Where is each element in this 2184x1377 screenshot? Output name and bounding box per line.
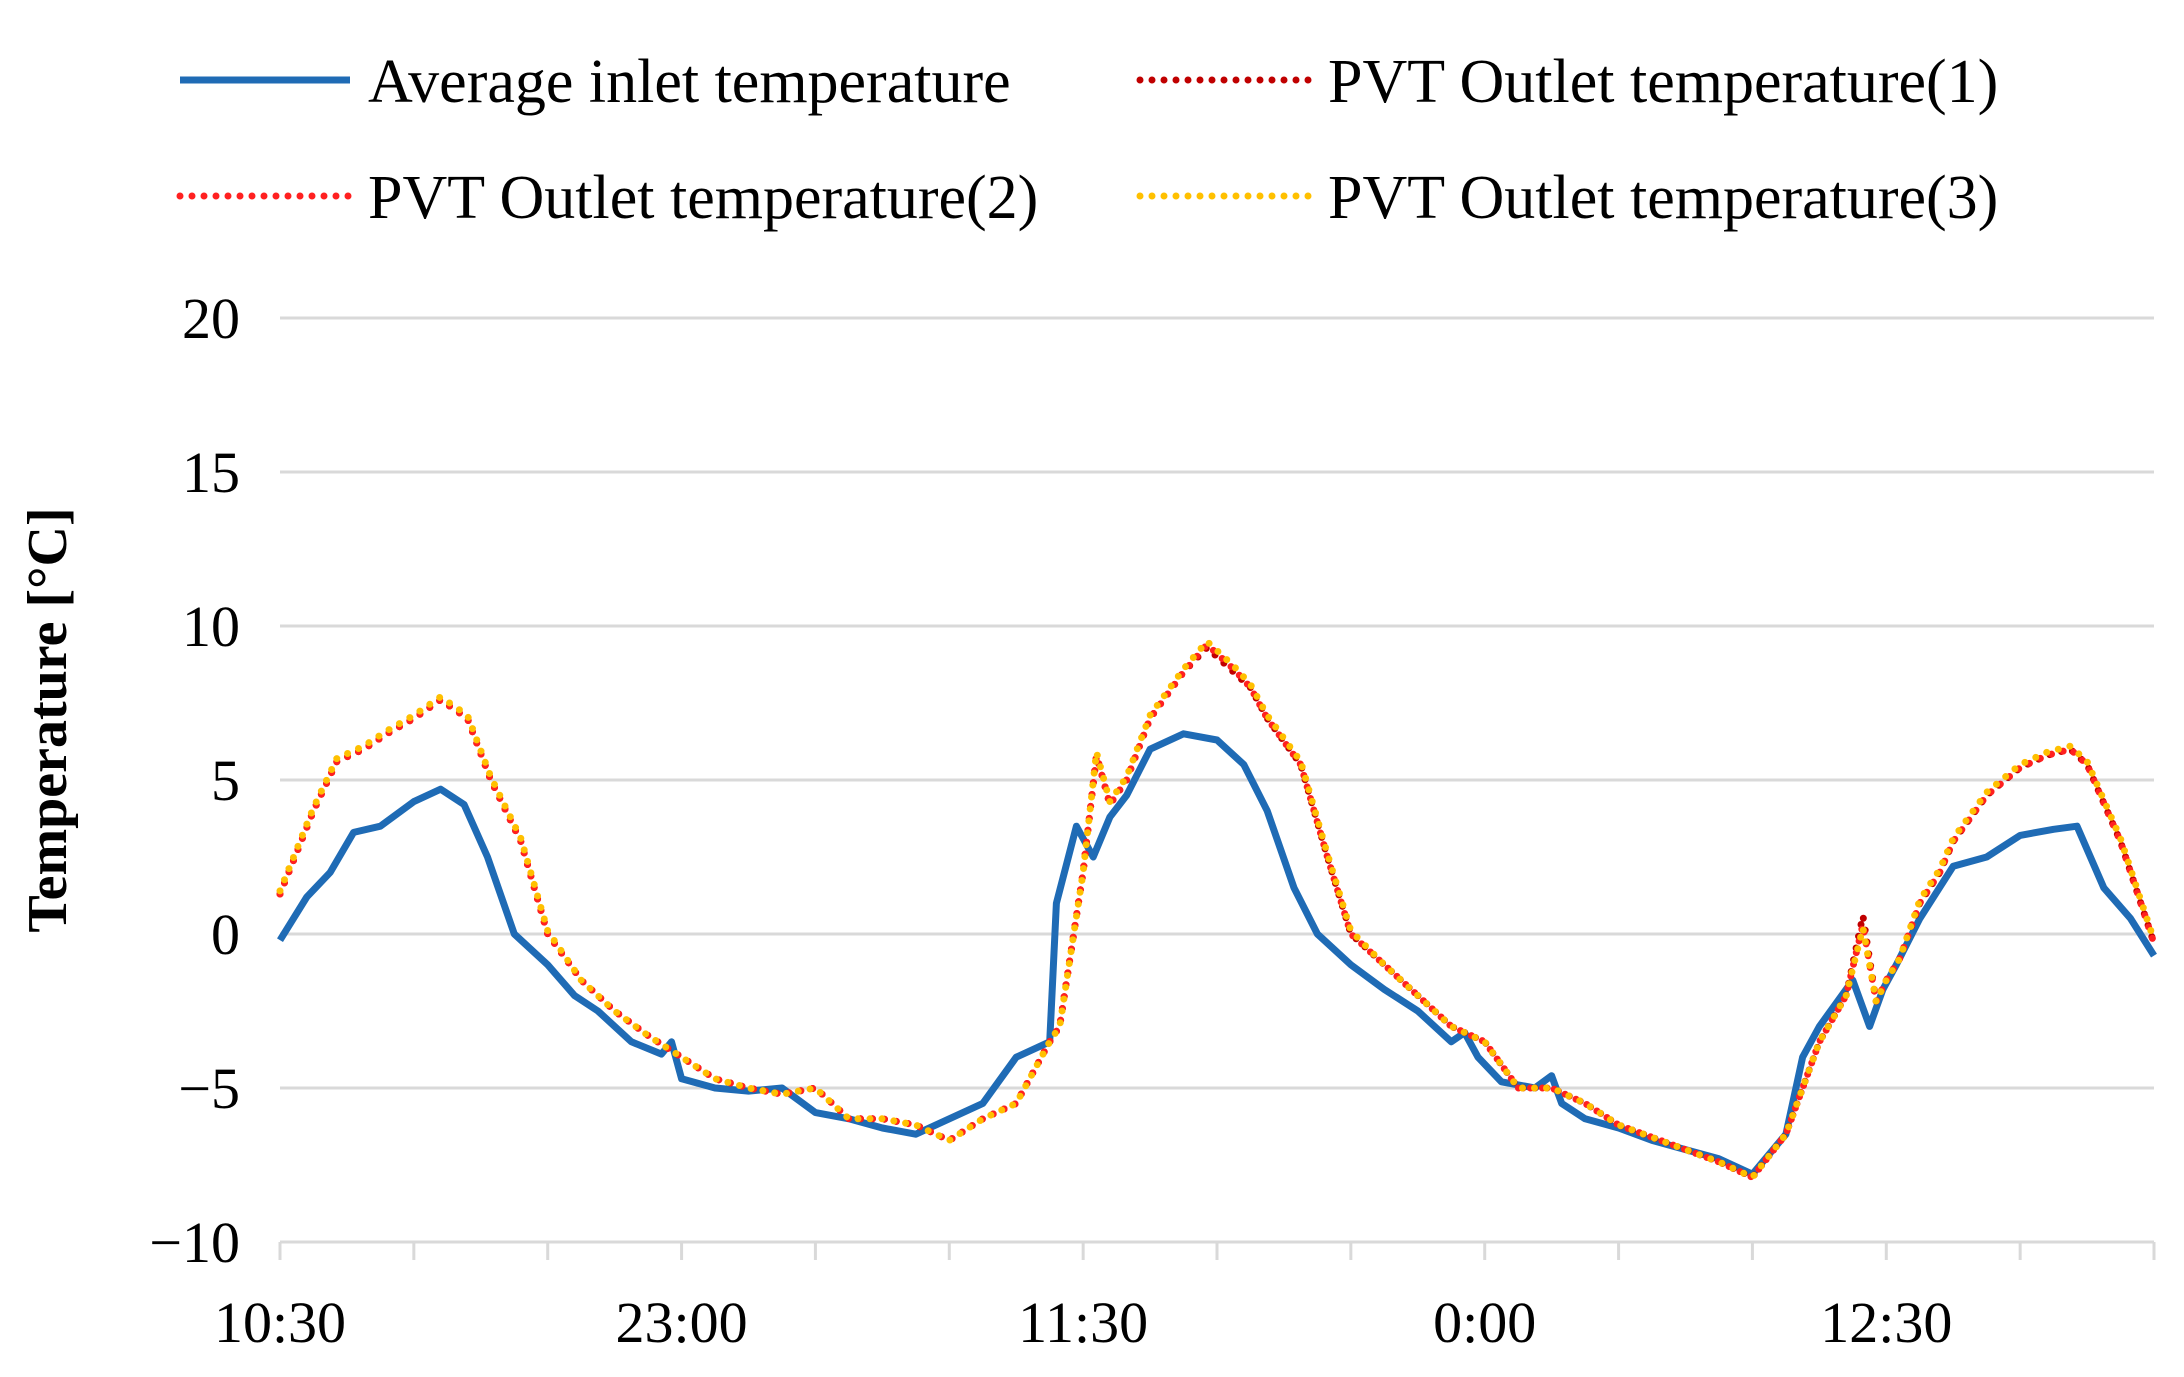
y-tick-label: 20 [182,286,240,351]
y-tick-label: −5 [178,1056,240,1121]
gridlines [280,316,2154,1090]
x-tick-label: 23:00 [616,1290,748,1355]
legend: Average inlet temperature PVT Outlet temp… [176,48,1998,232]
y-axis-ticks: −10 −5 0 5 10 15 20 [149,286,240,1275]
y-tick-label: 10 [182,594,240,659]
x-axis [278,1240,2156,1260]
x-axis-ticks: 10:30 23:00 11:30 0:00 12:30 [214,1290,1952,1355]
x-tick-label: 0:00 [1433,1290,1536,1355]
x-tick-label: 11:30 [1018,1290,1148,1355]
y-axis-title: Temperature [°C] [17,507,79,932]
x-tick-label: 10:30 [214,1290,346,1355]
series-lines [276,637,2158,1181]
y-tick-label: 15 [182,440,240,505]
legend-label-2: PVT Outlet temperature(1) [1328,48,1998,116]
y-tick-label: −10 [149,1210,240,1275]
series-line-1 [277,730,2157,1178]
legend-label-1: Average inlet temperature [368,48,1011,116]
series-line-2 [276,644,2158,1181]
series-line-3 [276,641,2158,1181]
y-tick-label: 0 [211,902,240,967]
legend-label-3: PVT Outlet temperature(2) [368,164,1038,232]
legend-label-4: PVT Outlet temperature(3) [1328,164,1998,232]
series-line-4 [276,637,2158,1181]
x-tick-label: 12:30 [1820,1290,1952,1355]
y-tick-label: 5 [211,748,240,813]
